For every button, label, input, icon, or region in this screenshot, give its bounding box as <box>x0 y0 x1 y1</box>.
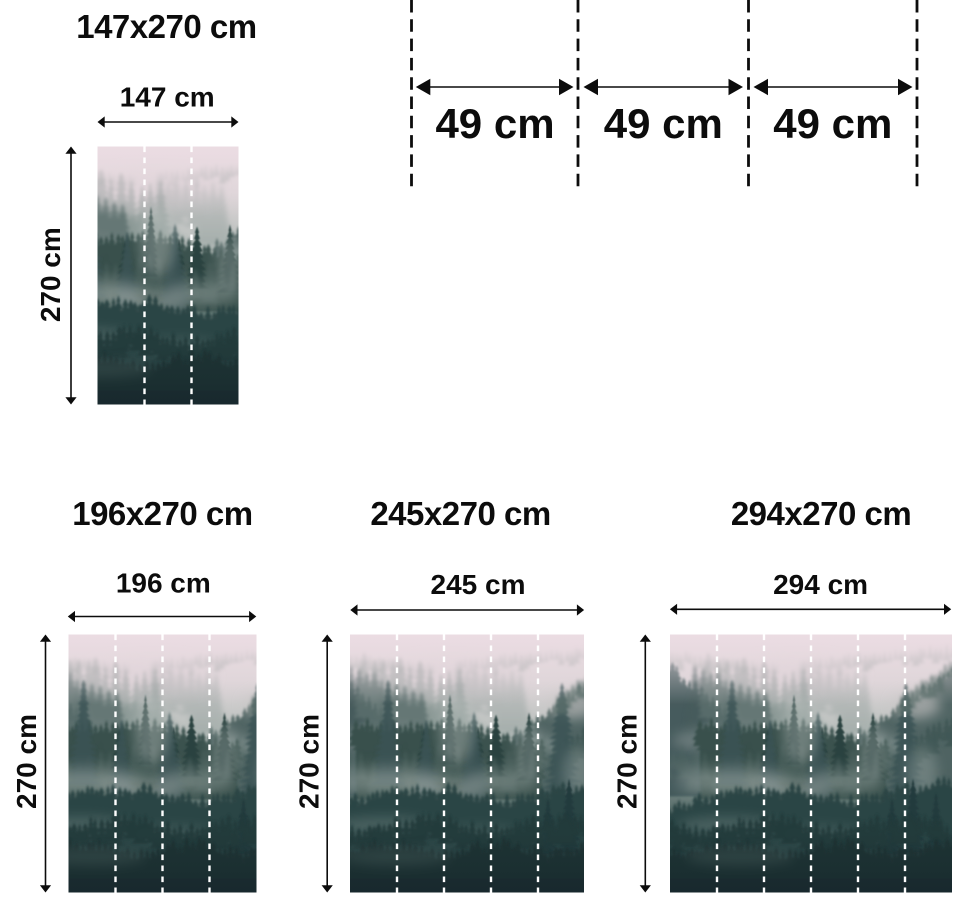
svg-text:270 cm: 270 cm <box>11 714 42 809</box>
svg-text:270 cm: 270 cm <box>294 714 325 809</box>
svg-text:147x270 cm: 147x270 cm <box>76 8 256 45</box>
svg-text:294 cm: 294 cm <box>773 569 868 600</box>
svg-text:245x270 cm: 245x270 cm <box>370 495 550 532</box>
svg-text:270 cm: 270 cm <box>35 227 66 322</box>
svg-text:196x270 cm: 196x270 cm <box>72 495 252 532</box>
svg-text:294x270 cm: 294x270 cm <box>731 495 911 532</box>
svg-text:196 cm: 196 cm <box>116 568 211 599</box>
svg-text:49 cm: 49 cm <box>773 100 892 147</box>
svg-text:245 cm: 245 cm <box>431 569 526 600</box>
svg-text:270 cm: 270 cm <box>612 714 643 809</box>
svg-text:49 cm: 49 cm <box>604 100 723 147</box>
svg-text:147 cm: 147 cm <box>120 82 215 113</box>
svg-text:49 cm: 49 cm <box>435 100 554 147</box>
